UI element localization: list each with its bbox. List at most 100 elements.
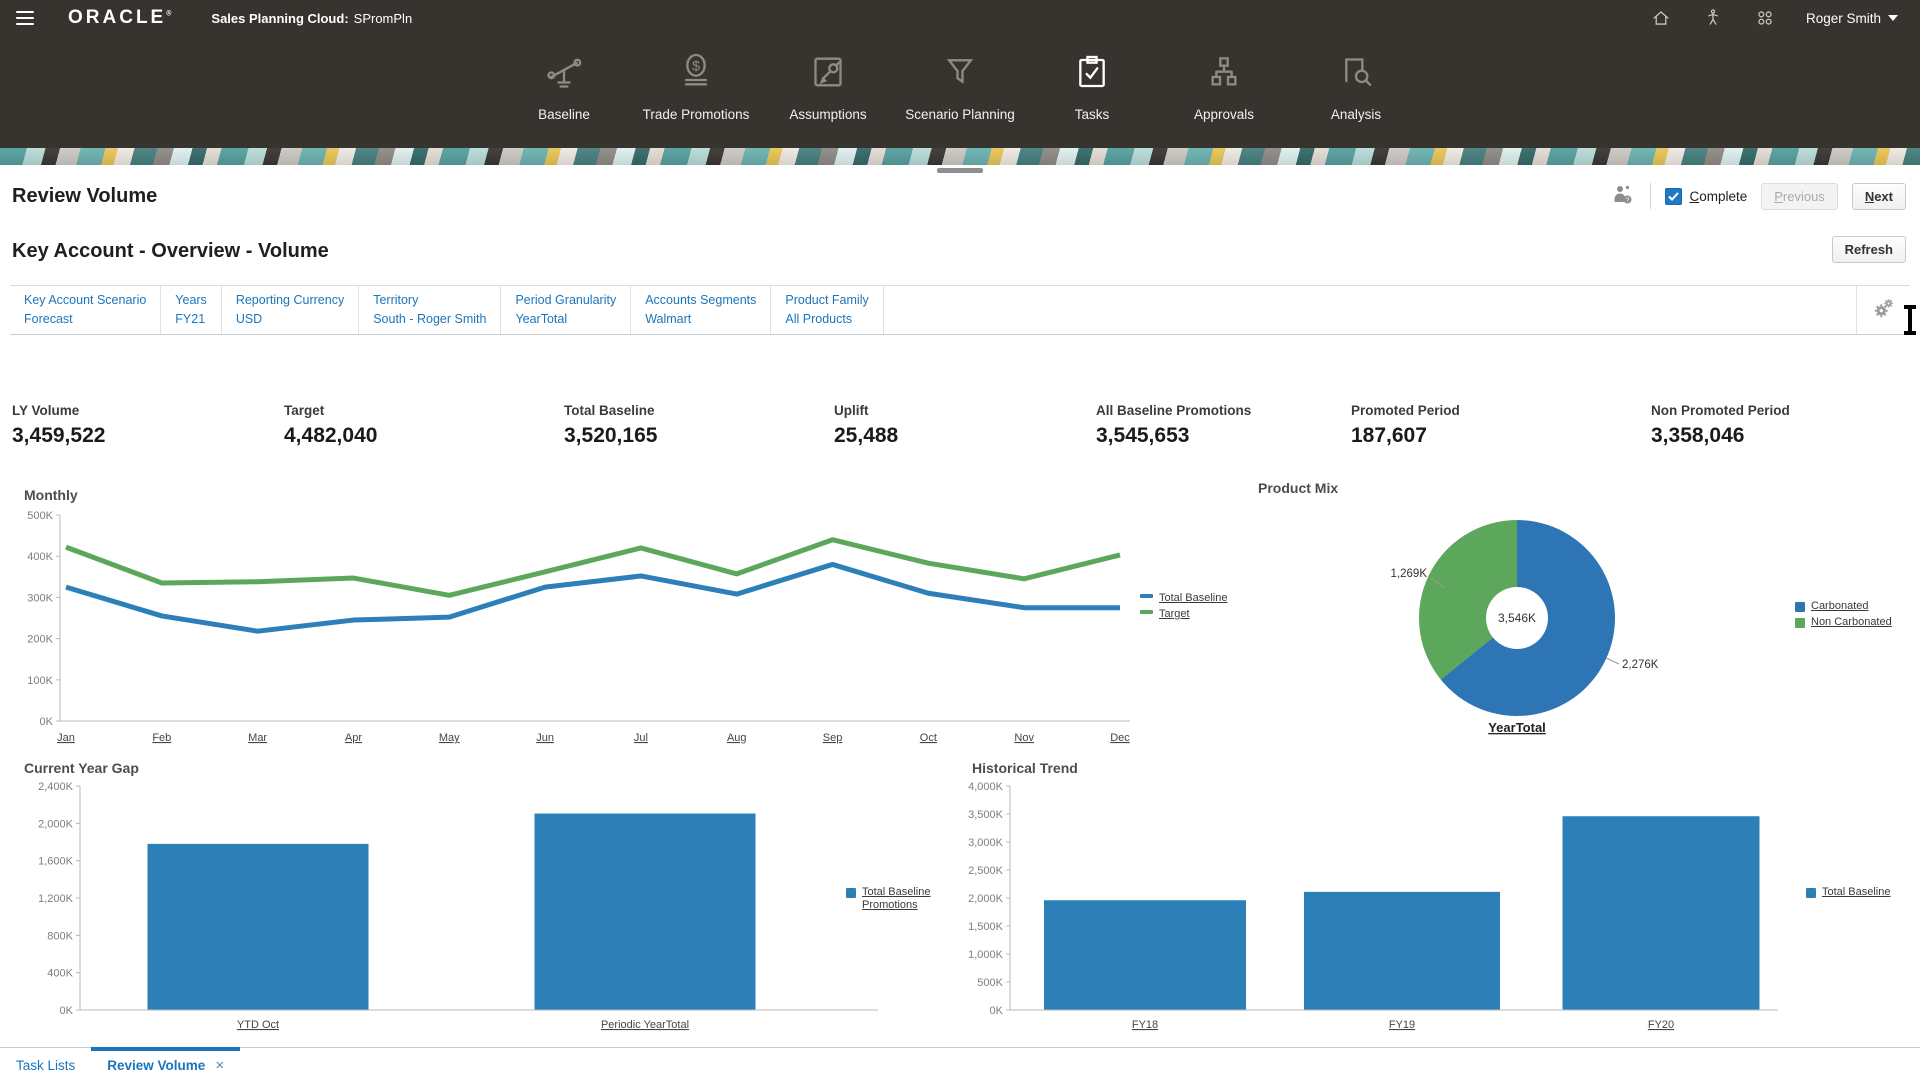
month-label[interactable]: Dec (1110, 732, 1130, 744)
pov-dimension: TerritorySouth - Roger Smith (359, 286, 501, 334)
clipboard-check-icon (1072, 50, 1112, 94)
complete-checkbox[interactable] (1665, 188, 1682, 205)
bar-fy19[interactable] (1304, 892, 1500, 1010)
nav-item-analysis[interactable]: Analysis (1294, 50, 1418, 148)
series-target[interactable] (66, 540, 1120, 596)
month-label[interactable]: Apr (345, 732, 362, 744)
pov-member-link[interactable]: Forecast (24, 312, 146, 326)
kpi-tile: Total Baseline3,520,165 (564, 403, 834, 448)
legend-label[interactable]: Non Carbonated (1811, 616, 1892, 629)
monthly-legend: Total Baseline Target (1140, 592, 1228, 624)
current-year-gap-legend: Total BaselinePromotions (846, 886, 931, 915)
legend-swatch (846, 888, 856, 898)
wrench-icon (808, 50, 848, 94)
month-label[interactable]: Oct (920, 732, 937, 744)
legend-label[interactable]: Total BaselinePromotions (862, 886, 931, 912)
bar-fy18[interactable] (1044, 900, 1246, 1010)
pov-member-link[interactable]: Walmart (645, 312, 756, 326)
month-label[interactable]: Jun (536, 732, 554, 744)
kpi-value: 4,482,040 (284, 424, 564, 448)
month-label[interactable]: Jul (634, 732, 648, 744)
month-label[interactable]: May (439, 732, 460, 744)
previous-button[interactable]: Previous (1761, 183, 1838, 210)
task-owner-icon[interactable]: ? (1610, 183, 1636, 209)
monthly-line-chart-svg: 0K100K200K300K400K500KJanFebMarAprMayJun… (8, 505, 1138, 753)
pov-member-link[interactable]: South - Roger Smith (373, 312, 486, 326)
pov-member-link[interactable]: All Products (785, 312, 868, 326)
bar-periodic-yeartotal[interactable] (535, 814, 756, 1010)
category-label[interactable]: FY19 (1389, 1019, 1415, 1031)
pov-dimension: Accounts SegmentsWalmart (631, 286, 771, 334)
pov-dimension: Period GranularityYearTotal (501, 286, 631, 334)
close-tab-icon[interactable]: × (215, 1057, 224, 1074)
legend-label[interactable]: Carbonated (1811, 600, 1869, 613)
y-tick-label: 800K (47, 930, 73, 942)
home-icon[interactable] (1650, 7, 1672, 29)
svg-text:?: ? (1626, 197, 1630, 204)
kpi-value: 3,545,653 (1096, 424, 1351, 448)
menu-icon[interactable] (16, 7, 36, 29)
nav-item-assumptions[interactable]: Assumptions (766, 50, 890, 148)
next-button[interactable]: Next (1852, 183, 1906, 210)
donut-axis-label[interactable]: YearTotal (1488, 720, 1546, 735)
pov-member-link[interactable]: YearTotal (515, 312, 616, 326)
pov-member-link[interactable]: USD (236, 312, 344, 326)
oracle-logo: ORACLE® (68, 7, 171, 29)
gears-icon (1873, 297, 1895, 324)
legend-entry: Carbonated (1795, 600, 1892, 613)
pov-dimension: YearsFY21 (161, 286, 222, 334)
y-tick-label: 4,000K (968, 781, 1004, 793)
user-name: Roger Smith (1806, 11, 1881, 26)
category-label[interactable]: FY20 (1648, 1019, 1674, 1031)
category-label[interactable]: YTD Oct (237, 1019, 279, 1031)
series-total-baseline[interactable] (66, 564, 1120, 631)
legend-label[interactable]: Total Baseline (1159, 592, 1228, 605)
legend-swatch (1795, 602, 1805, 612)
nav-item-tasks[interactable]: Tasks (1030, 50, 1154, 148)
current-year-gap-bar-chart: Current Year Gap 0K400K800K1,200K1,600K2… (8, 760, 946, 1047)
category-label[interactable]: FY18 (1132, 1019, 1158, 1031)
nav-item-label: Scenario Planning (898, 107, 1022, 122)
bar-fy20[interactable] (1563, 816, 1760, 1010)
y-tick-label: 1,600K (38, 856, 74, 868)
bar-ytd-oct[interactable] (148, 844, 369, 1010)
caret-down-icon (1888, 15, 1898, 21)
historical-trend-legend: Total Baseline (1806, 886, 1891, 902)
pov-member-link[interactable]: FY21 (175, 312, 207, 326)
nav-item-baseline[interactable]: Baseline (502, 50, 626, 148)
nav-item-scenario-planning[interactable]: Scenario Planning (898, 50, 1022, 148)
month-label[interactable]: Aug (727, 732, 747, 744)
month-label[interactable]: Nov (1014, 732, 1034, 744)
svg-text:$: $ (692, 58, 700, 74)
month-label[interactable]: Mar (248, 732, 267, 744)
y-tick-label: 400K (27, 551, 53, 563)
month-label[interactable]: Feb (152, 732, 171, 744)
legend-entry: Total Baseline (1140, 592, 1228, 605)
current-year-gap-svg: 0K400K800K1,200K1,600K2,000K2,400KYTD Oc… (8, 778, 943, 1040)
user-menu[interactable]: Roger Smith (1806, 11, 1898, 26)
nav-item-trade-promotions[interactable]: $Trade Promotions (634, 50, 758, 148)
accessibility-icon[interactable] (1702, 7, 1724, 29)
refresh-button[interactable]: Refresh (1832, 236, 1906, 263)
tab-review-volume[interactable]: Review Volume× (91, 1047, 240, 1080)
product-mix-legend: Carbonated Non Carbonated (1795, 600, 1892, 632)
kpi-value: 3,459,522 (12, 424, 284, 448)
nav-item-approvals[interactable]: Approvals (1162, 50, 1286, 148)
y-tick-label: 1,200K (38, 893, 74, 905)
y-tick-label: 3,000K (968, 837, 1004, 849)
month-label[interactable]: Sep (823, 732, 843, 744)
funnel-icon (940, 50, 980, 94)
kpi-tile: Uplift25,488 (834, 403, 1096, 448)
legend-label[interactable]: Total Baseline (1822, 886, 1891, 899)
tab-task-lists[interactable]: Task Lists (0, 1047, 91, 1080)
pov-settings-button[interactable] (1856, 286, 1910, 334)
category-label[interactable]: Periodic YearTotal (601, 1019, 689, 1031)
month-label[interactable]: Jan (57, 732, 75, 744)
kpi-value: 3,358,046 (1651, 424, 1920, 448)
chart-title: Monthly (8, 487, 1246, 503)
y-tick-label: 0K (990, 1005, 1004, 1017)
historical-trend-svg: 0K500K1,000K1,500K2,000K2,500K3,000K3,50… (948, 778, 1918, 1040)
legend-label[interactable]: Target (1159, 608, 1190, 621)
decorative-banner (0, 148, 1920, 165)
apps-grid-icon[interactable] (1754, 7, 1776, 29)
